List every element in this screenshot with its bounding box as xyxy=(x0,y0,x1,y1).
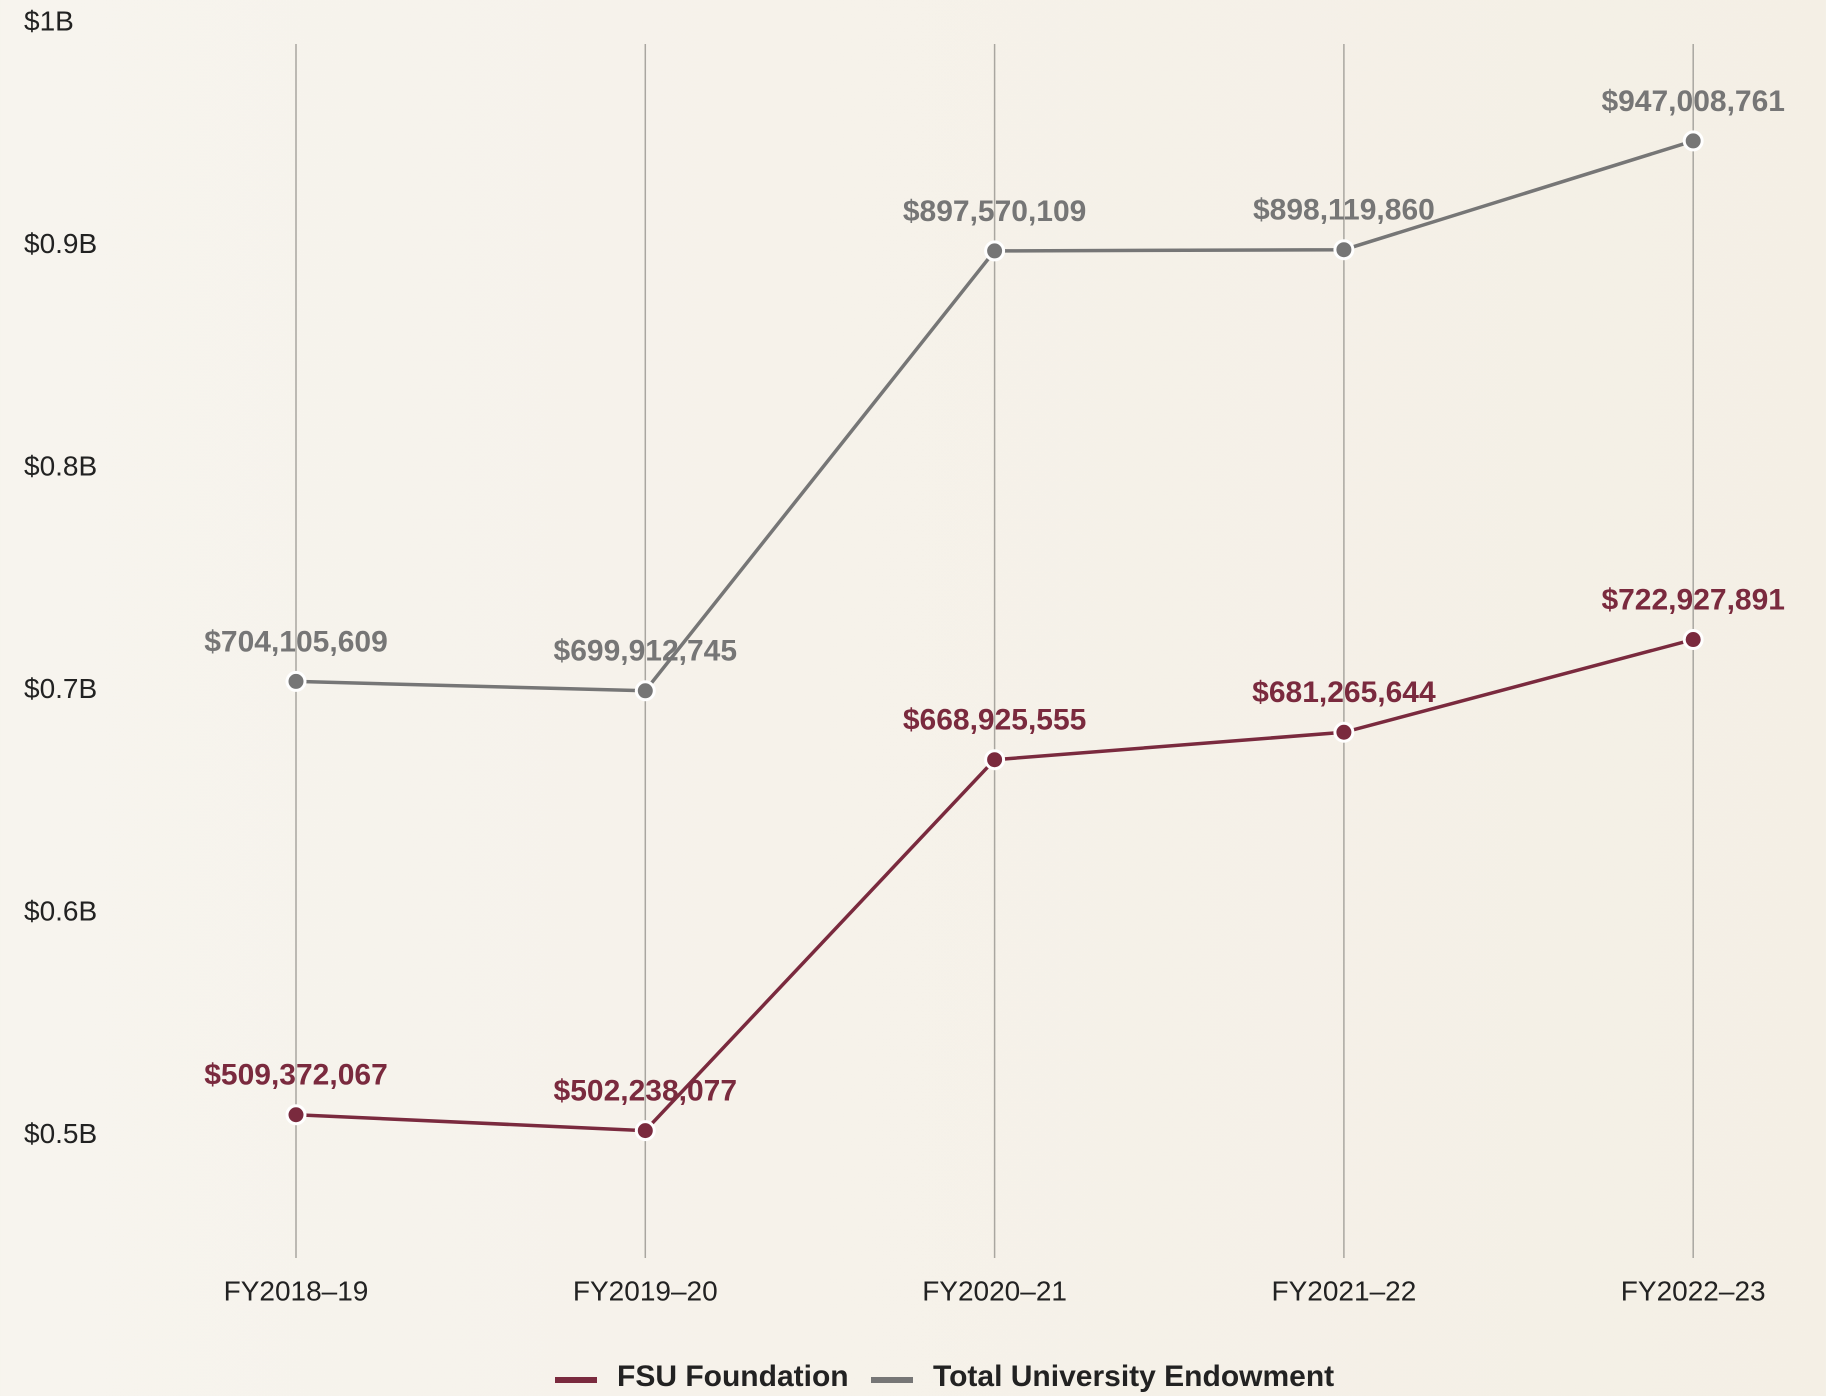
y-tick-label: $0.6B xyxy=(24,895,97,926)
data-point xyxy=(1682,629,1704,651)
data-label: $704,105,609 xyxy=(204,625,388,658)
data-label: $699,912,745 xyxy=(554,635,738,668)
y-tick-label: $1B xyxy=(24,5,74,36)
data-point xyxy=(285,670,307,692)
data-point xyxy=(984,749,1006,771)
x-tick-label: FY2019–20 xyxy=(573,1275,718,1306)
x-tick-label: FY2022–23 xyxy=(1621,1275,1766,1306)
data-point xyxy=(634,1120,656,1142)
data-label: $509,372,067 xyxy=(204,1059,388,1092)
data-label: $681,265,644 xyxy=(1252,676,1436,709)
legend-label: FSU Foundation xyxy=(617,1360,849,1393)
x-tick-label: FY2020–21 xyxy=(922,1275,1067,1306)
data-label: $502,238,077 xyxy=(554,1075,738,1108)
y-tick-label: $0.8B xyxy=(24,450,97,481)
x-tick-label: FY2021–22 xyxy=(1272,1275,1417,1306)
data-point xyxy=(1682,130,1704,152)
data-label: $898,119,860 xyxy=(1253,194,1435,227)
data-point xyxy=(1333,721,1355,743)
data-point xyxy=(1333,239,1355,261)
data-label: $668,925,555 xyxy=(903,704,1087,737)
data-point xyxy=(634,680,656,702)
legend-label: Total University Endowment xyxy=(933,1360,1334,1393)
data-point xyxy=(984,240,1006,262)
data-point xyxy=(285,1104,307,1126)
y-tick-label: $0.5B xyxy=(24,1118,97,1149)
data-label: $897,570,109 xyxy=(903,195,1087,228)
y-tick-label: $0.9B xyxy=(24,228,97,259)
data-label: $947,008,761 xyxy=(1601,85,1785,118)
data-label: $722,927,891 xyxy=(1601,583,1785,616)
x-tick-label: FY2018–19 xyxy=(224,1275,369,1306)
y-tick-label: $0.7B xyxy=(24,673,97,704)
